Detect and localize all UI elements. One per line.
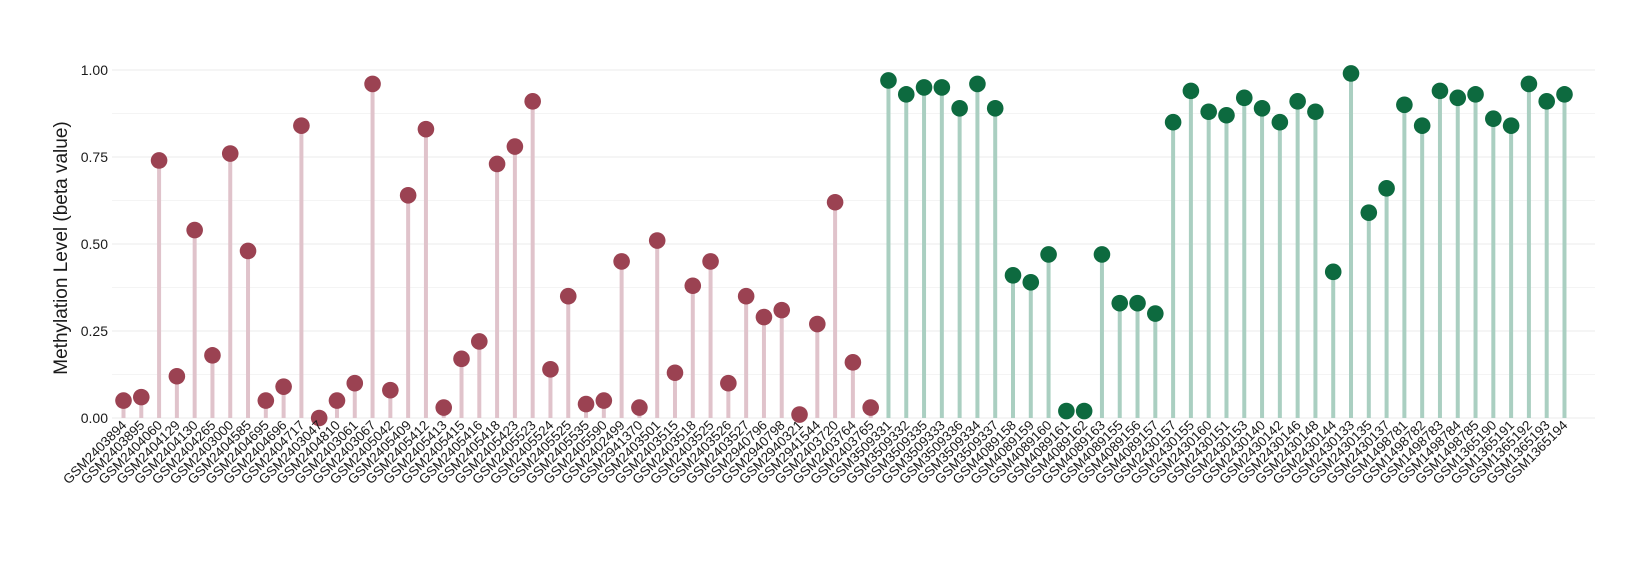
lollipop-point [1396,96,1413,114]
lollipop-point [577,395,595,413]
lollipop-point [1360,204,1378,221]
lollipop-point [1378,180,1395,197]
x-axis: GSM2403894GSM2403895GSM2404060GSM2404129… [60,417,1571,487]
lollipop-point [737,287,755,305]
lollipop-point [1147,305,1164,322]
lollipop-point [559,287,577,305]
lollipop-point [880,72,897,89]
lollipop-point [702,253,719,270]
lollipop-point [1075,402,1093,420]
lollipop-point [791,406,808,423]
lollipop-point [417,120,435,138]
lollipop-points [115,65,1573,427]
lollipop-point [773,301,791,319]
lollipop-point [915,79,933,96]
lollipop-point [1342,65,1360,82]
lollipop-point [506,138,524,155]
lollipop-point [328,392,346,409]
lollipop-point [1467,86,1484,103]
lollipop-point [1538,93,1555,110]
lollipop-point [755,308,773,326]
lollipop-point [132,388,150,406]
lollipop-point [951,99,968,117]
lollipop-point [897,86,915,103]
lollipop-point [844,354,862,371]
lollipop-point [1022,273,1040,291]
lollipop-point [613,253,630,270]
lollipop-point [809,315,826,333]
lollipop-point [1520,75,1538,93]
lollipop-point [1449,89,1467,107]
lollipop-point [595,392,613,409]
lollipop-point [1235,89,1253,107]
lollipop-point [364,75,381,93]
lollipop-point [1253,99,1271,117]
lollipop-point [453,350,470,368]
lollipop-point [1058,402,1075,420]
lollipop-point [542,360,559,378]
lollipop-point [826,193,844,211]
lollipop-point [1200,103,1217,121]
lollipop-point [986,99,1004,117]
lollipop-point [1111,294,1129,312]
lollipop-point [204,347,221,364]
lollipop-point [346,374,364,392]
lollipop-point [684,277,702,295]
lollipop-point [1182,82,1200,100]
lollipop-point [168,367,186,385]
lollipop-point [275,378,292,395]
lollipop-point [310,409,328,427]
y-tick-label: 0.25 [81,323,108,339]
lollipop-point [1431,82,1449,100]
lollipop-point [293,117,310,134]
lollipop-point [648,232,666,249]
lollipop-point [1040,246,1057,263]
lollipop-point [1004,267,1022,284]
lollipop-point [399,186,417,204]
lollipop-point [720,374,737,392]
y-tick-label: 1.00 [81,62,108,78]
lollipop-point [1556,86,1573,103]
lollipop-point [969,75,986,93]
lollipop-point [933,79,951,96]
lollipop-point [150,152,168,169]
lollipop-point [1502,117,1520,134]
lollipop-point [382,381,399,399]
lollipop-point [488,155,506,173]
lollipop-point [435,399,453,416]
lollipop-point [115,392,132,409]
lollipop-point [524,93,541,110]
lollipop-point [631,399,648,416]
lollipop-point [186,221,203,239]
lollipop-stems [121,73,1567,418]
lollipop-point [1413,117,1431,134]
lollipop-point [1307,103,1324,121]
lollipop-point [1129,294,1146,312]
lollipop-point [1218,106,1235,124]
lollipop-point [1485,110,1502,128]
y-axis: 0.00 0.25 0.50 0.75 1.00 [81,62,108,426]
lollipop-point [1324,263,1342,281]
lollipop-point [257,392,275,409]
lollipop-point [221,145,239,162]
lollipop-point [666,364,684,382]
y-tick-label: 0.50 [81,236,108,252]
y-axis-title: Methylation Level (beta value) [51,121,72,374]
lollipop-point [1289,93,1306,110]
lollipop-point [1164,113,1182,131]
y-tick-label: 0.00 [81,410,108,426]
lollipop-point [1093,246,1111,263]
lollipop-point [862,399,879,416]
y-tick-label: 0.75 [81,149,108,165]
lollipop-point [471,333,488,350]
lollipop-point [239,242,257,260]
lollipop-point [1271,113,1289,131]
